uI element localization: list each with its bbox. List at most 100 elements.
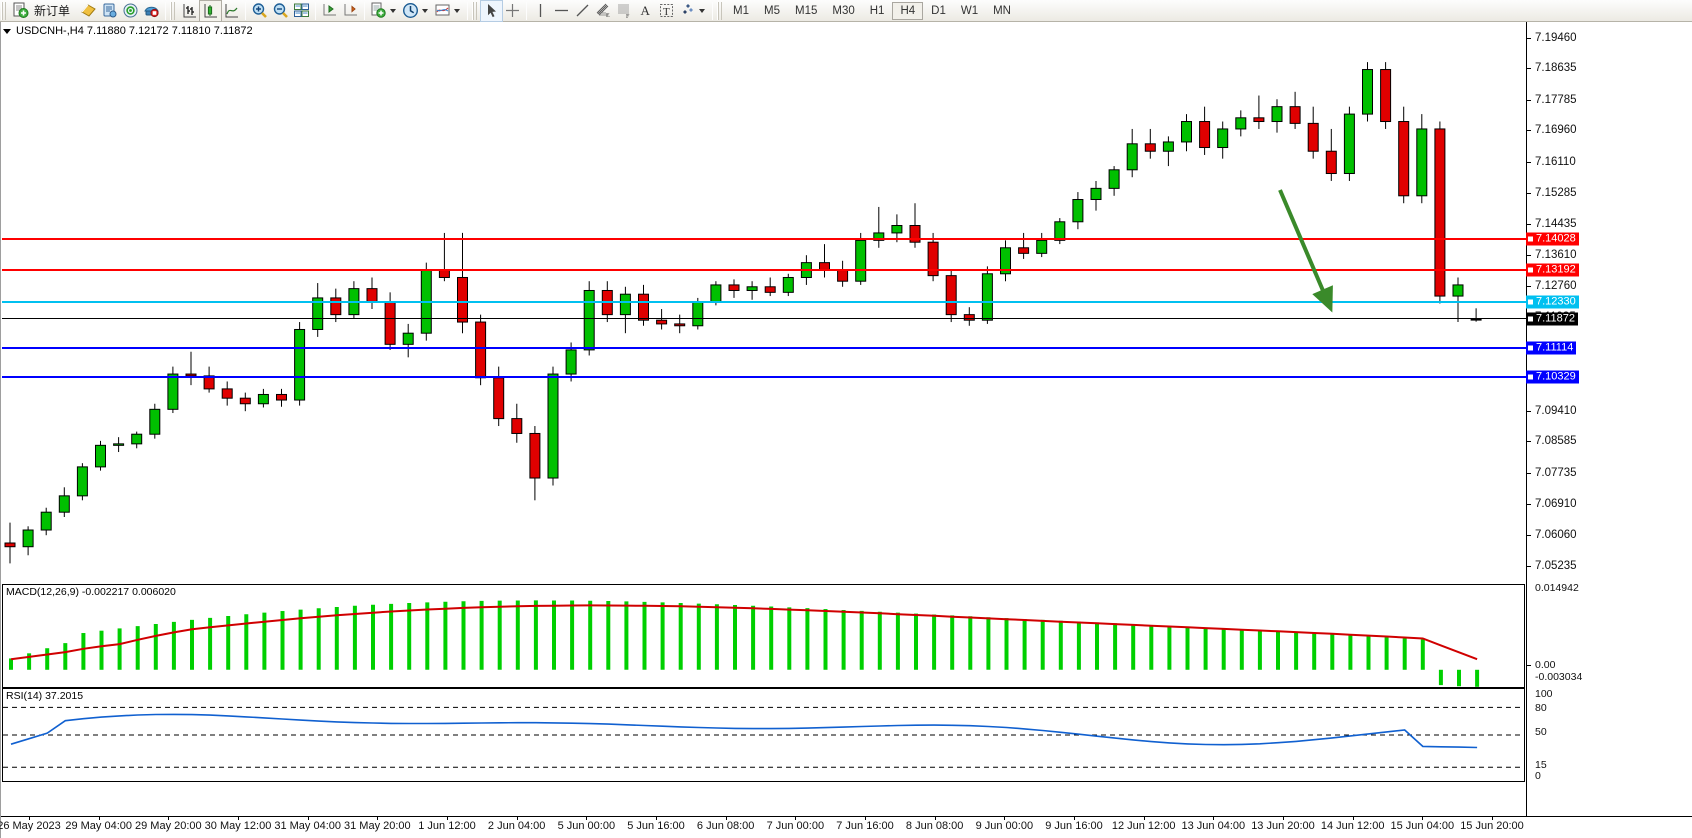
candle-body <box>1217 128 1229 149</box>
price-plot-area[interactable]: MACD(12,26,9) -0.002217 0.006020 RSI(14)… <box>2 22 1527 816</box>
indicators-icon[interactable] <box>368 1 389 21</box>
text-label-icon[interactable]: T <box>656 1 677 21</box>
line-handle[interactable] <box>1528 316 1533 322</box>
toolbar-grip-2[interactable] <box>170 1 178 20</box>
objects-dropdown-caret[interactable] <box>699 8 706 13</box>
line-handle[interactable] <box>1528 267 1533 273</box>
equidistant-channel-icon[interactable]: E <box>593 1 614 21</box>
pivot-line[interactable] <box>2 301 1527 304</box>
timeframe-m30[interactable]: M30 <box>832 4 855 17</box>
periods-dropdown-caret[interactable] <box>422 8 429 13</box>
timeframe-m15[interactable]: M15 <box>794 4 818 17</box>
crosshair-icon[interactable] <box>502 1 523 21</box>
horizontal-line-icon[interactable] <box>551 1 572 21</box>
price-tick <box>1527 503 1531 505</box>
rsi-subwindow[interactable]: RSI(14) 37.2015 <box>2 688 1525 782</box>
timeframe-w1[interactable]: W1 <box>960 4 979 17</box>
line-chart-icon[interactable] <box>221 1 242 21</box>
symbol-ohlc-label: USDCNH-,H4 7.11880 7.12172 7.11810 7.118… <box>16 25 253 37</box>
time-tick-label: 14 Jun 12:00 <box>1320 820 1385 832</box>
timeframe-mn[interactable]: MN <box>993 4 1011 17</box>
support-line-2[interactable] <box>2 375 1527 378</box>
resistance-line-1[interactable] <box>2 238 1527 241</box>
bar-chart-icon[interactable] <box>179 1 200 21</box>
timeframe-d1[interactable]: D1 <box>931 4 946 17</box>
candlestick-chart-icon[interactable] <box>199 0 223 22</box>
support-line-1[interactable] <box>2 346 1527 349</box>
candle-body <box>927 241 939 277</box>
toolbar-grip[interactable] <box>1 1 8 20</box>
price-tick-label: 7.07735 <box>1535 467 1577 479</box>
chart-window[interactable]: USDCNH-,H4 7.11880 7.12172 7.11810 7.118… <box>0 22 1692 838</box>
toolbar-separator-4 <box>364 1 366 20</box>
market-watch-icon[interactable] <box>99 1 120 21</box>
timeframe-h4[interactable]: H4 <box>892 1 924 20</box>
time-tick-label: 2 Jun 04:00 <box>487 820 546 832</box>
line-handle[interactable] <box>1528 299 1533 305</box>
new-order-icon[interactable] <box>10 1 31 21</box>
zoom-in-icon[interactable] <box>249 1 270 21</box>
chart-menu-caret-icon[interactable] <box>3 28 11 34</box>
time-tick <box>238 817 239 820</box>
vertical-line-icon[interactable] <box>530 1 551 21</box>
candle-body <box>149 408 161 435</box>
timeframe-m5[interactable]: M5 <box>764 4 780 17</box>
time-axis[interactable]: 26 May 2023 29 May 04:00 29 May 20:00 30 Ma… <box>0 816 1692 838</box>
price-tick-label: 7.08585 <box>1535 435 1577 448</box>
navigator-icon[interactable] <box>120 1 141 21</box>
resistance-line-1-label[interactable]: 7.14028 <box>1526 232 1579 246</box>
svg-text:A: A <box>641 3 651 18</box>
objects-icon[interactable] <box>677 1 698 21</box>
time-tick-label: 15 Jun 04:00 <box>1390 820 1455 832</box>
candle-body <box>583 289 595 351</box>
timeframe-m1[interactable]: M1 <box>733 4 749 17</box>
macd-subwindow[interactable]: MACD(12,26,9) -0.002217 0.006020 <box>2 584 1525 688</box>
line-handle[interactable] <box>1528 374 1533 380</box>
pivot-line-label[interactable]: 7.12330 <box>1526 295 1579 309</box>
time-tick <box>865 817 866 820</box>
toolbar-grip-3[interactable] <box>472 1 480 20</box>
timeframe-h1[interactable]: H1 <box>869 4 885 17</box>
tile-windows-icon[interactable] <box>291 1 312 21</box>
support-line-1-label[interactable]: 7.11114 <box>1526 341 1577 355</box>
candle-body <box>674 323 686 327</box>
candle-body <box>239 397 251 405</box>
line-handle[interactable] <box>1528 345 1533 351</box>
candle-body <box>366 288 378 303</box>
candle-body <box>276 393 287 401</box>
price-axis[interactable]: 7.19460 7.18635 7.17785 7.16960 7.16110 7.152… <box>1526 22 1692 816</box>
new-order-label[interactable]: 新订单 <box>34 4 71 18</box>
candle-body <box>1108 169 1120 189</box>
down-trend-arrow[interactable] <box>1272 182 1352 322</box>
chart-shift-icon[interactable] <box>319 1 340 21</box>
auto-trading-icon[interactable] <box>141 1 162 21</box>
candle-body <box>565 349 577 375</box>
auto-scroll-icon[interactable] <box>340 1 361 21</box>
zoom-out-icon[interactable] <box>270 1 291 21</box>
time-tick-label: 8 Jun 08:00 <box>905 820 964 832</box>
time-tick <box>1074 817 1075 820</box>
resistance-line-2[interactable] <box>2 269 1527 272</box>
last-price-line-label[interactable]: 7.11872 <box>1526 312 1578 326</box>
fibonacci-icon[interactable]: F <box>614 1 635 21</box>
time-tick-label: 9 Jun 00:00 <box>975 820 1034 832</box>
text-icon[interactable]: A <box>635 1 656 21</box>
expert-advisor-icon[interactable] <box>78 1 99 21</box>
trendline-icon[interactable] <box>572 1 593 21</box>
macd-zero-tick <box>1527 665 1531 666</box>
toolbar-grip-4[interactable] <box>717 1 725 20</box>
cursor-icon[interactable] <box>480 0 504 22</box>
candle-body <box>1072 199 1084 223</box>
templates-dropdown-caret[interactable] <box>454 8 461 13</box>
indicators-dropdown-caret[interactable] <box>390 8 397 13</box>
time-tick-label: 26 May 2023 <box>0 820 61 832</box>
templates-icon[interactable] <box>432 1 453 21</box>
line-handle[interactable] <box>1528 236 1533 242</box>
periods-icon[interactable] <box>400 1 421 21</box>
resistance-line-2-label[interactable]: 7.13192 <box>1526 263 1579 277</box>
symbol-ohlc-bar: USDCNH-,H4 7.11880 7.12172 7.11810 7.118… <box>3 25 253 37</box>
last-price-line[interactable] <box>2 318 1527 320</box>
candle-body <box>710 284 722 303</box>
support-line-2-label[interactable]: 7.10329 <box>1526 370 1579 384</box>
toolbar-separator-1 <box>165 1 167 20</box>
